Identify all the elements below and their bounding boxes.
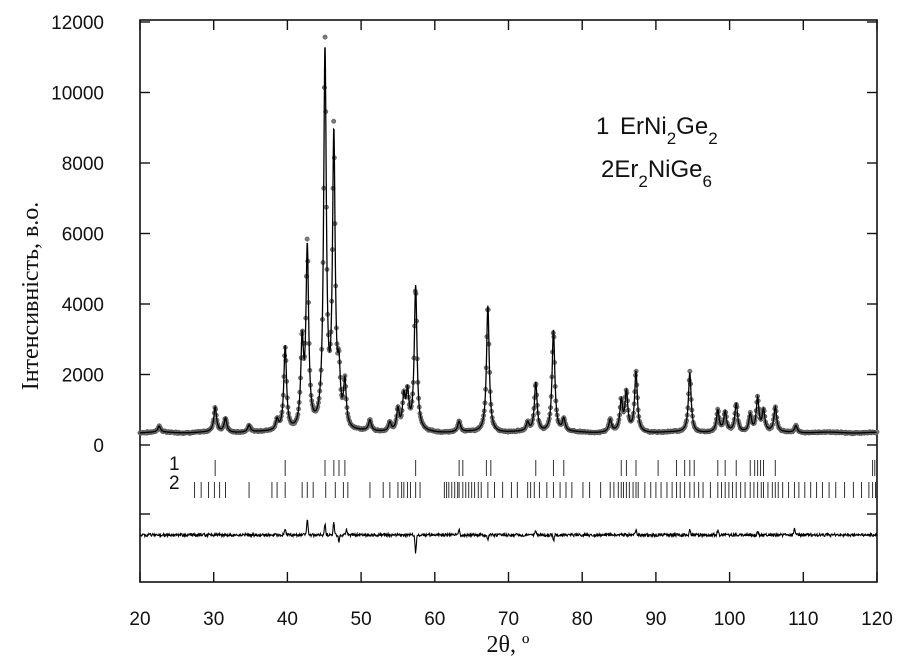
- legend-phase-1: 1 ErNi2Ge2: [596, 113, 718, 148]
- observed-point: [304, 236, 310, 242]
- x-tick-label: 90: [645, 609, 666, 630]
- x-tick-label: 60: [424, 609, 445, 630]
- difference-curve: [139, 519, 878, 554]
- axis-ticks: [139, 20, 878, 582]
- y-tick-label: 8000: [62, 154, 104, 175]
- x-tick-labels: 20 30 40 50 60 70 80 90 100 110 120: [129, 609, 892, 630]
- x-axis-title: 2θ, º: [487, 632, 530, 658]
- y-tick-label: 6000: [62, 225, 104, 246]
- x-tick-label: 120: [861, 609, 893, 630]
- y-tick-label: 2000: [62, 366, 104, 387]
- reflection-markers: [194, 460, 877, 498]
- observed-point: [322, 34, 328, 40]
- y-tick-label: 0: [93, 436, 104, 457]
- x-tick-label: 80: [572, 609, 593, 630]
- x-tick-label: 110: [788, 609, 818, 630]
- x-tick-label: 70: [498, 609, 519, 630]
- x-tick-label: 40: [277, 609, 298, 630]
- x-tick-label: 30: [203, 609, 224, 630]
- observed-point: [331, 118, 337, 124]
- phase-label-2: 2: [169, 473, 180, 494]
- y-axis-title: Інтенсивність, в.о.: [18, 202, 44, 391]
- y-tick-label: 12000: [51, 13, 104, 34]
- plot-frame: [139, 19, 878, 583]
- x-tick-label: 20: [129, 609, 150, 630]
- x-tick-label: 100: [714, 609, 746, 630]
- legend-phase-2: 2Er2NiGe6: [601, 156, 712, 191]
- x-tick-label: 50: [351, 609, 372, 630]
- observed-points: [137, 34, 880, 437]
- calculated-profile: [139, 47, 877, 434]
- y-tick-label: 10000: [51, 84, 104, 105]
- y-tick-label: 4000: [62, 295, 104, 316]
- phase-label-1: 1: [169, 454, 180, 475]
- y-tick-labels: 0 2000 4000 6000 8000 10000 12000: [51, 13, 104, 457]
